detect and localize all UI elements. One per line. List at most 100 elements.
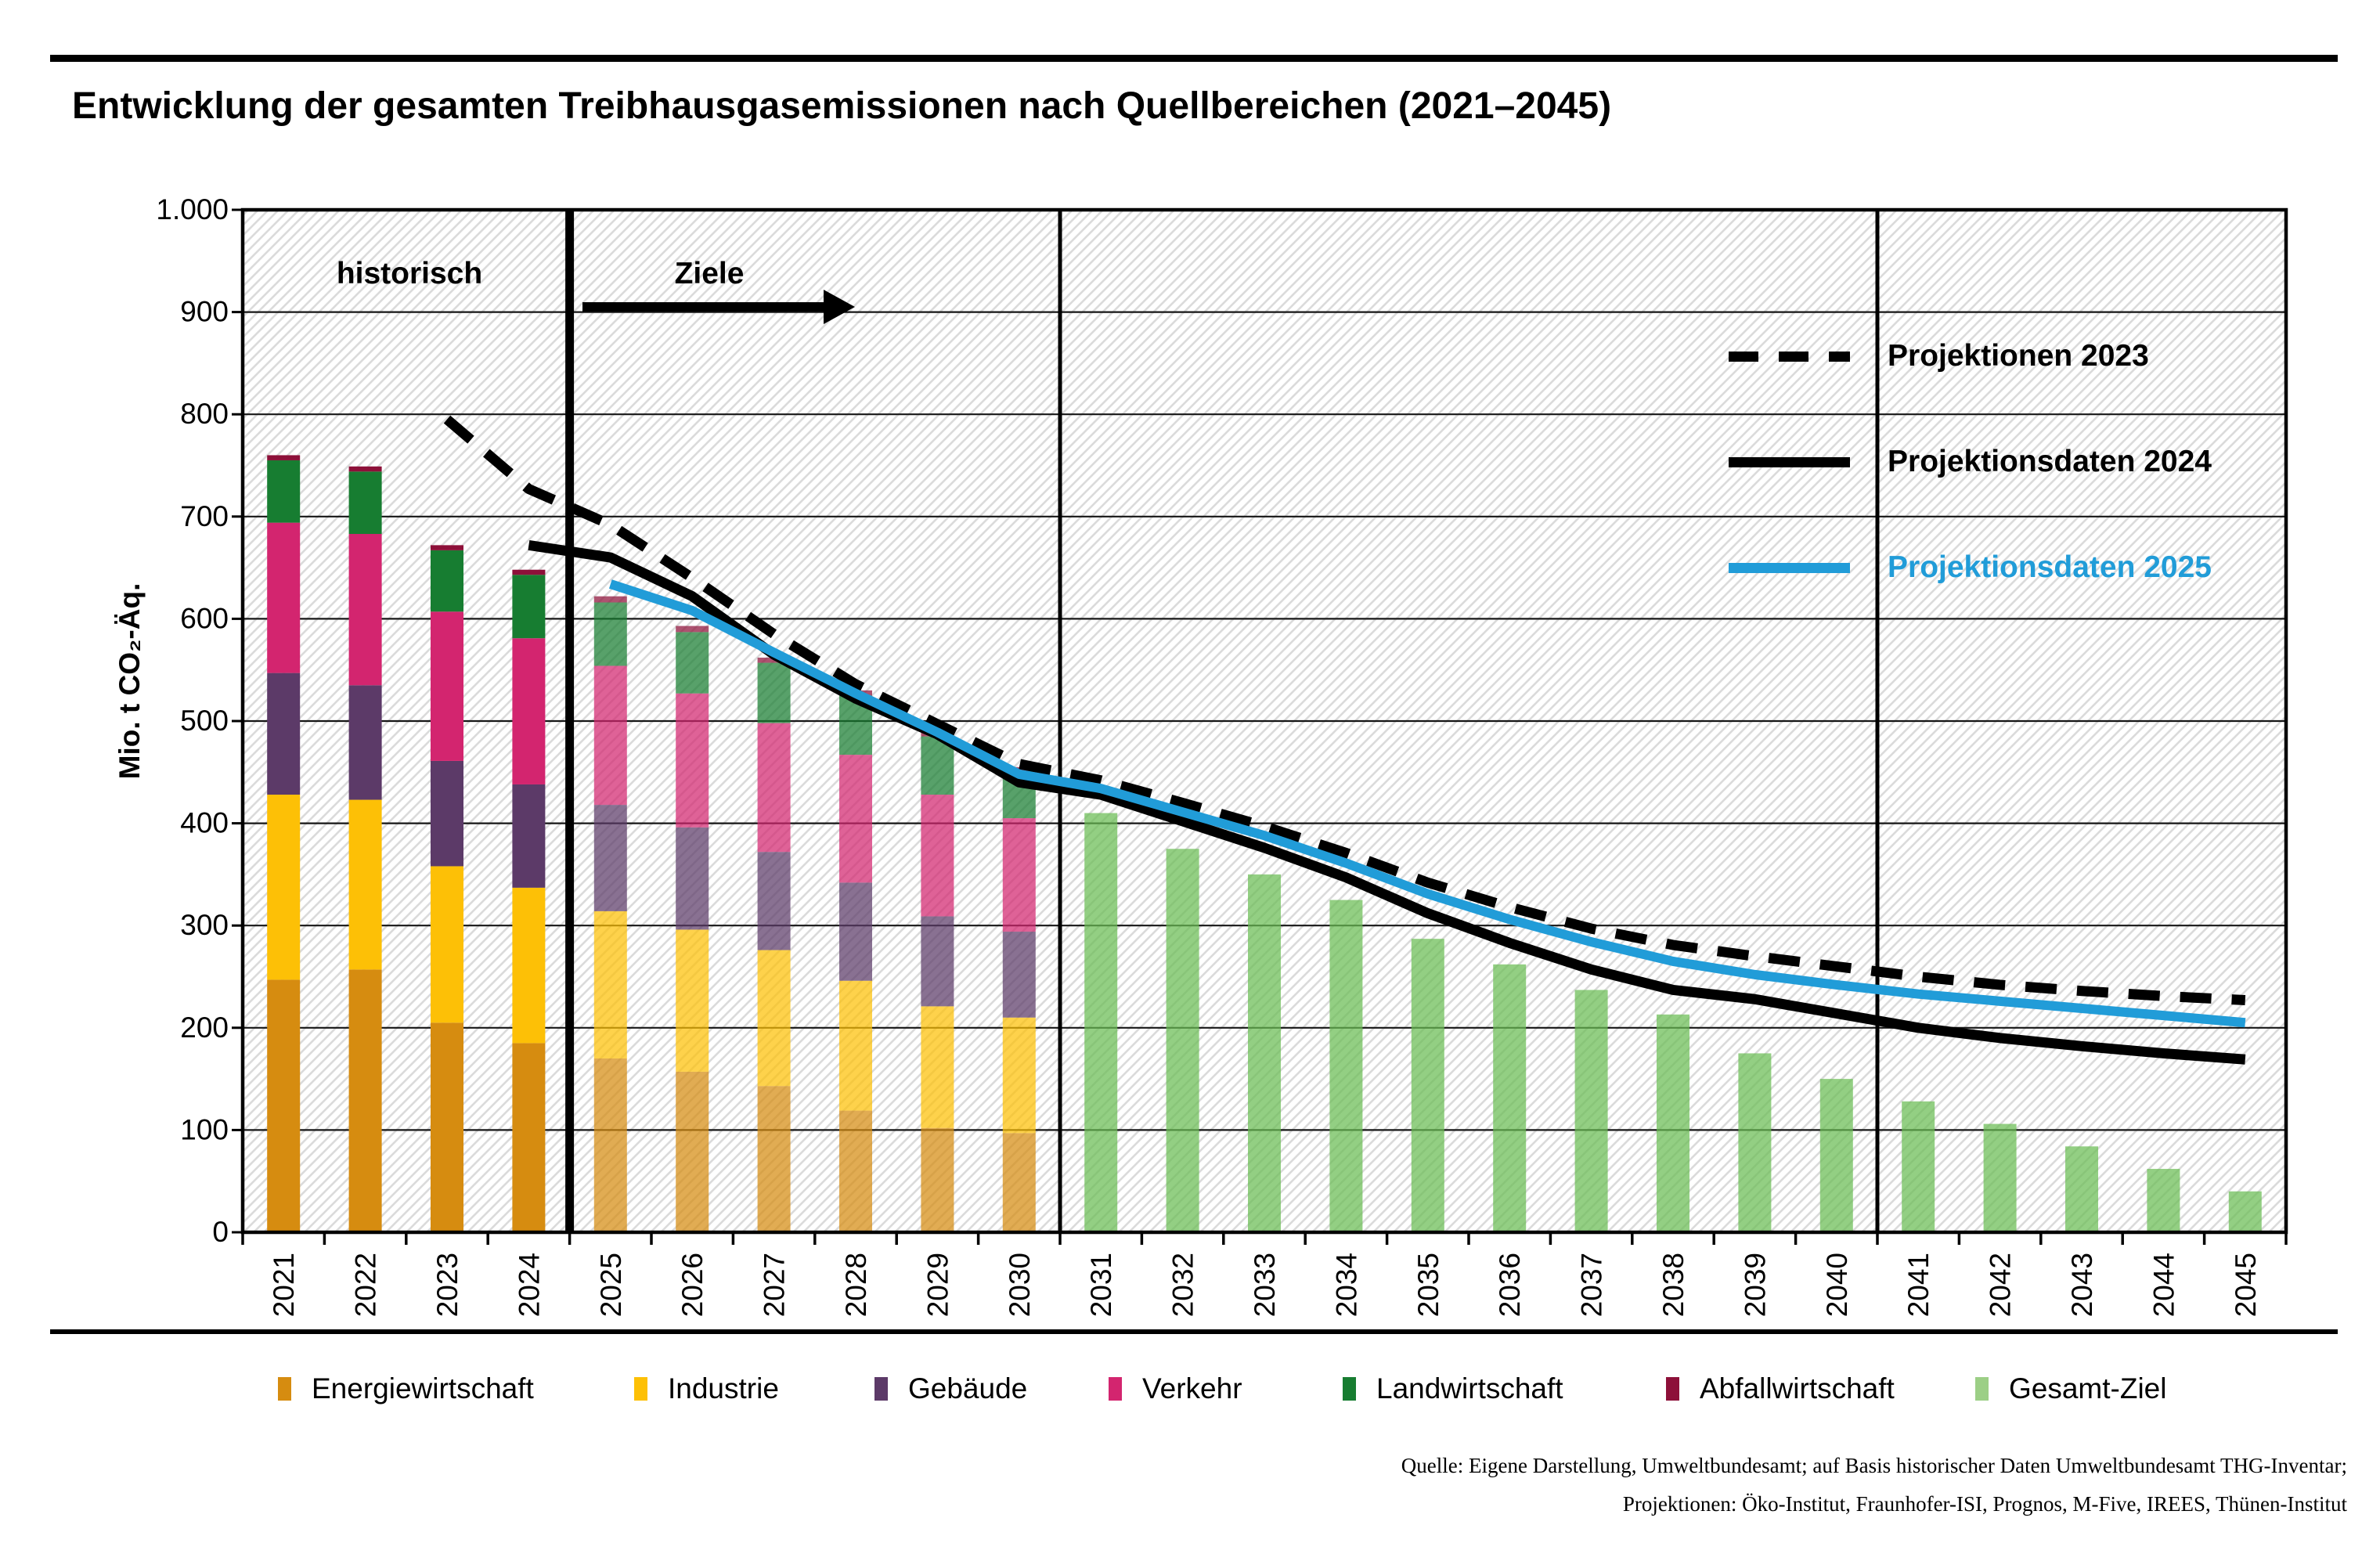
y-tick-label-600: 600 (180, 602, 229, 634)
bar-segment-Energiewirtschaft-2029 (921, 1127, 954, 1232)
bar-gesamt-ziel-2037 (1574, 990, 1608, 1232)
bar-segment-Energiewirtschaft-2030 (1002, 1133, 1036, 1232)
legend-item-verkehr: Verkehr (1109, 1368, 1242, 1409)
legend-swatch (278, 1377, 291, 1401)
bar-segment-Landwirtschaft-2021 (267, 460, 301, 523)
bar-segment-Gebäude-2026 (676, 827, 709, 930)
bar-segment-Verkehr-2021 (267, 522, 301, 673)
line-legend-item-3: Projektionsdaten 2025 (1729, 550, 2212, 584)
bar-segment-Abfallwirtschaft-2026 (676, 626, 709, 633)
bar-segment-Landwirtschaft-2023 (431, 550, 463, 612)
bar-segment-Landwirtschaft-2024 (512, 575, 546, 639)
x-axis-labels: 2021 2022 2023 2024 2025 2026 2027 2028 2029 2030… (268, 1253, 2262, 1317)
y-tick-label-100: 100 (180, 1113, 229, 1145)
bar-segment-Gebäude-2030 (1002, 932, 1036, 1018)
y-tick-label-800: 800 (180, 398, 229, 430)
x-tick-label-2031: 2031 (1085, 1253, 1117, 1317)
bar-segment-Verkehr-2027 (757, 723, 791, 853)
legend-label: Gesamt-Ziel (2009, 1372, 2167, 1405)
bar-segment-Industrie-2025 (593, 911, 627, 1058)
bar-segment-Landwirtschaft-2027 (757, 662, 791, 723)
bar-segment-Abfallwirtschaft-2024 (512, 569, 546, 575)
bar-segment-Abfallwirtschaft-2021 (267, 455, 301, 460)
bar-segment-Verkehr-2028 (839, 755, 872, 883)
source-line-1: Quelle: Eigene Darstellung, Umweltbundes… (1401, 1454, 2347, 1477)
bar-segment-Energiewirtschaft-2028 (839, 1110, 872, 1232)
source-note: Quelle: Eigene Darstellung, Umweltbundes… (1401, 1447, 2347, 1524)
line-projektionsdaten-2025 (608, 579, 2246, 1028)
x-tick-label-2039: 2039 (1739, 1253, 1771, 1317)
line-legend-item-2: Projektionsdaten 2024 (1729, 445, 2212, 478)
bar-segment-Verkehr-2024 (512, 638, 546, 784)
bar-gesamt-ziel-2045 (2228, 1191, 2262, 1232)
blue-line-sample (1729, 562, 1850, 573)
bar-gesamt-ziel-2042 (1983, 1123, 2017, 1232)
bar-segment-Industrie-2027 (757, 950, 791, 1087)
bar-segment-Verkehr-2030 (1002, 818, 1036, 932)
bar-gesamt-ziel-2040 (1819, 1079, 1853, 1232)
y-tick-label-500: 500 (180, 705, 229, 737)
bar-segment-Verkehr-2029 (921, 795, 954, 917)
bar-segment-Gebäude-2027 (757, 852, 791, 950)
label-historisch: historisch (337, 257, 482, 290)
legend-swatch (1109, 1377, 1122, 1401)
bar-gesamt-ziel-2032 (1166, 849, 1199, 1232)
y-tick-label-0: 0 (212, 1216, 229, 1248)
bar-segment-Energiewirtschaft-2025 (593, 1058, 627, 1232)
bar-segment-Abfallwirtschaft-2025 (593, 596, 627, 603)
line-legend-label: Projektionsdaten 2025 (1888, 550, 2212, 584)
legend-label: Landwirtschaft (1376, 1372, 1563, 1405)
legend-swatch (874, 1377, 888, 1401)
y-axis-labels: 1.000 900 800 700 600 500 400 300 200 100 0 (156, 193, 229, 1248)
bar-gesamt-ziel-2036 (1493, 964, 1527, 1232)
x-tick-label-2026: 2026 (676, 1253, 709, 1317)
bar-segment-Industrie-2022 (348, 799, 382, 970)
x-tick-label-2034: 2034 (1330, 1253, 1362, 1317)
x-tick-label-2021: 2021 (268, 1253, 300, 1317)
bar-segment-Energiewirtschaft-2026 (676, 1071, 709, 1232)
line-legend-label: Projektionsdaten 2024 (1888, 445, 2212, 478)
legend-swatch (1343, 1377, 1356, 1401)
bar-segment-Landwirtschaft-2026 (676, 632, 709, 694)
legend-swatch (1975, 1377, 1989, 1401)
bar-gesamt-ziel-2039 (1738, 1053, 1772, 1232)
bar-segment-Verkehr-2026 (676, 693, 709, 828)
solid-line-sample (1729, 456, 1850, 467)
y-tick-label-900: 900 (180, 296, 229, 328)
bar-gesamt-ziel-2041 (1902, 1101, 1935, 1232)
line-legend-label: Projektionen 2023 (1888, 339, 2149, 373)
bar-gesamt-ziel-2044 (2147, 1169, 2180, 1232)
x-tick-label-2032: 2032 (1167, 1253, 1199, 1317)
bar-segment-Industrie-2024 (512, 887, 546, 1044)
x-tick-label-2043: 2043 (2066, 1253, 2098, 1317)
legend-item-energiewirtschaft: Energiewirtschaft (278, 1368, 534, 1409)
bar-segment-Gebäude-2021 (267, 673, 301, 795)
legend-item-gebude: Gebäude (874, 1368, 1027, 1409)
bar-gesamt-ziel-2035 (1411, 939, 1444, 1232)
bar-segment-Industrie-2026 (676, 929, 709, 1072)
bar-segment-Gebäude-2029 (921, 916, 954, 1007)
bar-segment-Industrie-2021 (267, 795, 301, 980)
bar-segment-Gebäude-2028 (839, 882, 872, 981)
x-tick-label-2029: 2029 (921, 1253, 954, 1317)
bar-gesamt-ziel-2034 (1329, 900, 1363, 1232)
bar-segment-Energiewirtschaft-2024 (512, 1043, 546, 1232)
bar-segment-Abfallwirtschaft-2023 (431, 545, 463, 550)
bar-segment-Gebäude-2025 (593, 805, 627, 911)
x-tick-label-2038: 2038 (1657, 1253, 1689, 1317)
x-tick-label-2025: 2025 (595, 1253, 627, 1317)
bar-segment-Abfallwirtschaft-2022 (348, 466, 382, 472)
x-tick-label-2033: 2033 (1249, 1253, 1281, 1317)
bar-segment-Verkehr-2022 (348, 534, 382, 686)
bar-gesamt-ziel-2031 (1084, 813, 1118, 1232)
legend-item-industrie: Industrie (634, 1368, 779, 1409)
dashed-line-sample (1729, 351, 1850, 362)
legend-label: Gebäude (908, 1372, 1028, 1405)
legend-label: Verkehr (1142, 1372, 1242, 1405)
chart-title: Entwicklung der gesamten Treibhausgasemi… (72, 85, 1612, 127)
y-tick-label-400: 400 (180, 807, 229, 839)
bar-segment-Landwirtschaft-2025 (593, 602, 627, 666)
zone-annotations: historisch Ziele (337, 257, 855, 324)
x-tick-label-2041: 2041 (1902, 1253, 1935, 1317)
